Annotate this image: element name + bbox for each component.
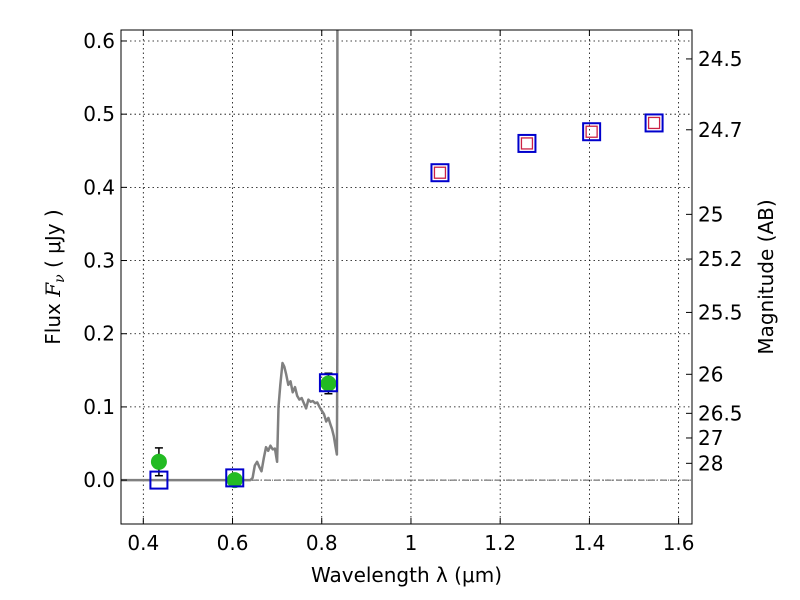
marker-layer <box>149 113 664 490</box>
right-tick-label: 24.7 <box>698 118 743 142</box>
x-axis-title: Wavelength λ (μm) <box>311 563 502 587</box>
model-band-square <box>149 470 169 490</box>
right-tick-label: 27 <box>698 426 723 450</box>
right-axis-title: Magnitude (AB) <box>754 199 778 354</box>
y-tick-label: 0.4 <box>83 175 115 199</box>
right-tick-label: 28 <box>698 451 723 475</box>
x-tick-label: 1 <box>405 531 418 555</box>
right-tick-label: 26 <box>698 362 723 386</box>
model-band-square <box>582 122 602 142</box>
predicted-square <box>585 125 598 138</box>
grid-layer <box>121 30 692 524</box>
x-tick-label: 0.8 <box>306 531 338 555</box>
right-tick-label: 25 <box>698 202 723 226</box>
x-tick-label: 1.4 <box>573 531 605 555</box>
observed-point <box>226 472 243 489</box>
plot-frame <box>120 29 693 525</box>
x-tick-label: 1.6 <box>663 531 695 555</box>
predicted-square <box>647 116 661 130</box>
model-band-square <box>430 163 450 183</box>
observed-point <box>150 453 167 470</box>
x-tick-label: 1.2 <box>484 531 516 555</box>
predicted-square <box>433 166 447 179</box>
right-tick-label: 24.5 <box>698 47 743 71</box>
x-tick-label: 0.4 <box>127 531 159 555</box>
model-band-square <box>318 373 338 393</box>
tick-layer: 0.4 0.6 0.8 1 1.2 1.4 1.6 0.0 0.1 0.2 0.3 0.4 0.5 0.6… <box>83 29 742 555</box>
y-tick-label: 0.5 <box>83 102 115 126</box>
spectrum-layer <box>121 30 339 482</box>
right-tick-label: 26.5 <box>698 401 743 425</box>
y-tick-label: 0.2 <box>83 322 115 346</box>
y-axis-title: Flux Fν ( μJy ) <box>41 209 68 344</box>
model-band-square <box>517 133 537 153</box>
observed-point <box>320 375 337 392</box>
predicted-square <box>520 137 534 150</box>
x-tick-label: 0.6 <box>217 531 249 555</box>
y-tick-label: 0.0 <box>83 468 115 492</box>
spectrum-line <box>121 30 339 482</box>
y-tick-label: 0.3 <box>83 249 115 273</box>
right-tick-label: 25.5 <box>698 300 743 324</box>
right-tick-label: 25.2 <box>698 247 743 271</box>
model-band-square <box>225 468 245 488</box>
y-tick-label: 0.1 <box>83 395 115 419</box>
y-tick-label: 0.6 <box>83 29 115 53</box>
model-band-square <box>644 113 664 133</box>
